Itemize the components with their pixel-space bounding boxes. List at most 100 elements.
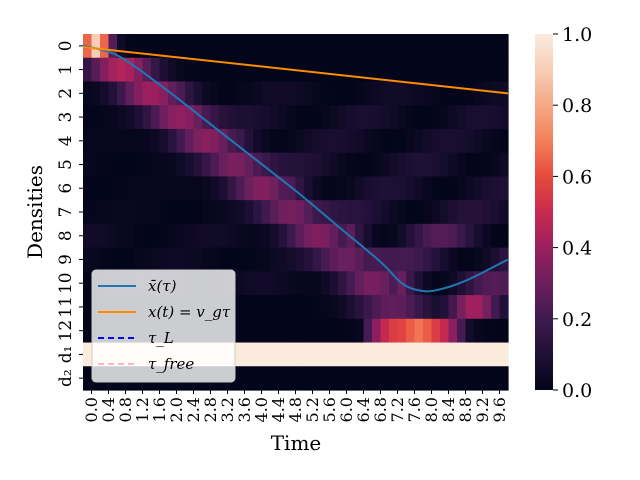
heatmap-cell xyxy=(100,81,110,106)
heatmap-cell xyxy=(465,34,475,59)
heatmap-cell xyxy=(236,34,246,59)
heatmap-cell xyxy=(210,200,220,225)
heatmap-cell xyxy=(312,176,322,201)
heatmap-cell xyxy=(83,318,93,344)
heatmap-cell xyxy=(465,152,475,177)
heatmap-cell xyxy=(100,176,110,201)
heatmap-cell xyxy=(236,105,246,130)
heatmap-cell xyxy=(363,318,373,344)
colorbar-ticks: 0.0 0.2 0.4 0.6 0.8 1.0 xyxy=(553,24,592,402)
x-tick-label: 3.6 xyxy=(235,397,254,422)
heatmap-cell xyxy=(236,342,246,367)
heatmap-cell xyxy=(380,247,390,272)
heatmap-cell xyxy=(270,152,280,177)
heatmap-cell xyxy=(219,105,229,130)
heatmap-cell xyxy=(372,247,382,272)
heatmap-cell xyxy=(253,200,263,225)
heatmap-cell xyxy=(346,152,356,177)
heatmap-cell xyxy=(134,152,144,177)
heatmap-cell xyxy=(372,200,382,225)
heatmap-cell xyxy=(134,200,144,225)
heatmap-cell xyxy=(482,34,492,59)
heatmap-cell xyxy=(244,223,254,249)
heatmap-cell xyxy=(474,342,484,367)
heatmap-cell xyxy=(329,200,339,225)
heatmap-cell xyxy=(304,247,314,272)
heatmap-cell xyxy=(227,176,237,201)
heatmap-cell xyxy=(227,105,237,130)
heatmap-cell xyxy=(304,295,314,320)
heatmap-cell xyxy=(431,34,441,59)
heatmap-cell xyxy=(261,295,271,320)
heatmap-cell xyxy=(253,295,263,320)
heatmap-cell xyxy=(270,128,280,154)
heatmap-cell xyxy=(304,342,314,367)
heatmap-cell xyxy=(329,271,339,296)
heatmap-cell xyxy=(261,176,271,201)
heatmap-cell xyxy=(219,34,229,59)
heatmap-cell xyxy=(244,81,254,106)
x-tick-label: 1.6 xyxy=(150,397,169,422)
legend-label: x(t) = v_gτ xyxy=(148,303,231,321)
y-tick-label: 3 xyxy=(56,112,76,123)
heatmap-cell xyxy=(100,200,110,225)
heatmap-cell xyxy=(482,81,492,106)
heatmap-cell xyxy=(202,34,212,59)
heatmap-cell xyxy=(321,57,331,83)
heatmap-cell xyxy=(108,57,118,83)
heatmap-cell xyxy=(312,81,322,106)
heatmap-cell xyxy=(346,105,356,130)
heatmap-cell xyxy=(261,318,271,344)
heatmap-cell xyxy=(465,271,475,296)
heatmap-cell xyxy=(499,176,509,201)
heatmap-cell xyxy=(431,366,441,391)
heatmap-cell xyxy=(253,152,263,177)
heatmap-cell xyxy=(457,128,467,154)
heatmap-cell xyxy=(338,152,348,177)
heatmap-cell xyxy=(397,200,407,225)
heatmap-cell xyxy=(372,105,382,130)
heatmap-cell xyxy=(363,295,373,320)
heatmap-cell xyxy=(134,81,144,106)
heatmap-cell xyxy=(389,34,399,59)
heatmap-cell xyxy=(108,128,118,154)
heatmap-cell xyxy=(278,128,288,154)
heatmap-cell xyxy=(355,271,365,296)
heatmap-cell xyxy=(176,200,186,225)
heatmap-cell xyxy=(295,366,305,391)
heatmap-cell xyxy=(142,128,152,154)
heatmap-cell xyxy=(440,81,450,106)
heatmap-cell xyxy=(304,152,314,177)
heatmap-cell xyxy=(406,176,416,201)
heatmap-cell xyxy=(465,366,475,391)
heatmap-cell xyxy=(83,57,93,83)
heatmap-cell xyxy=(185,34,195,59)
heatmap-cell xyxy=(295,295,305,320)
heatmap-cell xyxy=(83,200,93,225)
heatmap-cell xyxy=(176,128,186,154)
heatmap-cell xyxy=(210,128,220,154)
heatmap-cell xyxy=(83,342,93,367)
heatmap-cell xyxy=(219,200,229,225)
heatmap-cell xyxy=(440,57,450,83)
heatmap-cell xyxy=(329,318,339,344)
heatmap-cell xyxy=(261,105,271,130)
heatmap-cell xyxy=(397,57,407,83)
heatmap-cell xyxy=(346,342,356,367)
heatmap-cell xyxy=(295,200,305,225)
heatmap-cell xyxy=(295,81,305,106)
y-tick-label: 11 xyxy=(56,296,76,318)
heatmap-cell xyxy=(142,200,152,225)
heatmap-cell xyxy=(287,318,297,344)
heatmap-cell xyxy=(236,176,246,201)
heatmap-cell xyxy=(108,223,118,249)
heatmap-cell xyxy=(474,366,484,391)
heatmap-cell xyxy=(151,176,161,201)
heatmap-cell xyxy=(431,128,441,154)
heatmap-cell xyxy=(491,271,501,296)
heatmap-cell xyxy=(278,366,288,391)
heatmap-cell xyxy=(363,152,373,177)
heatmap-cell xyxy=(406,223,416,249)
heatmap-cell xyxy=(117,105,127,130)
heatmap-cell xyxy=(219,81,229,106)
